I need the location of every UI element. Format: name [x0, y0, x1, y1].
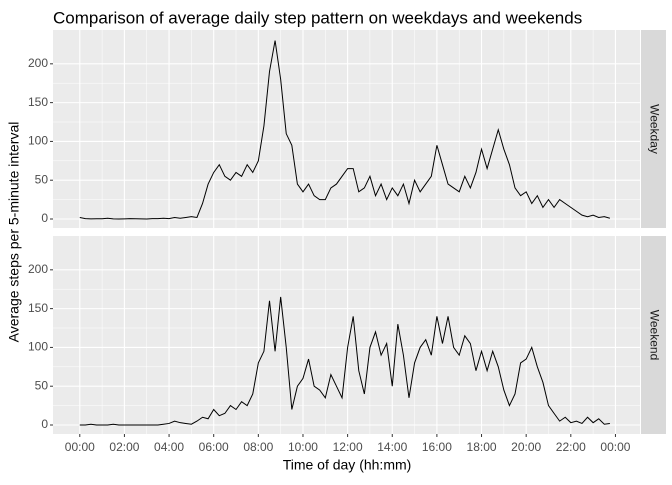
y-axis-label: Average steps per 5-minute interval: [6, 122, 22, 343]
x-tick-label: 02:00: [109, 440, 139, 454]
facet-strip: [641, 30, 666, 228]
x-tick-label: 18:00: [467, 440, 497, 454]
x-tick-label: 00:00: [65, 440, 95, 454]
data-line: [79, 40, 611, 220]
facet-label: Weekend: [647, 310, 661, 360]
y-tick-label: 200: [28, 56, 48, 70]
y-tick-label: 200: [28, 262, 48, 276]
y-tick-label: 150: [28, 95, 48, 109]
chart-title: Comparison of average daily step pattern…: [53, 8, 582, 27]
x-tick-label: 06:00: [199, 440, 229, 454]
y-tick-label: 50: [35, 378, 49, 392]
x-tick-label: 22:00: [556, 440, 586, 454]
panel-background: [53, 236, 640, 434]
data-line: [79, 296, 610, 426]
y-tick-label: 0: [41, 211, 48, 225]
x-tick-label: 12:00: [333, 440, 363, 454]
y-tick-label: 0: [41, 417, 48, 431]
facet-label: Weekday: [647, 104, 661, 154]
x-tick-label: 14:00: [377, 440, 407, 454]
x-tick-label: 20:00: [511, 440, 541, 454]
x-tick-label: 04:00: [154, 440, 184, 454]
x-tick-label: 00:00: [600, 440, 630, 454]
y-tick-label: 100: [28, 134, 48, 148]
x-axis-label: Time of day (hh:mm): [283, 457, 412, 473]
x-tick-label: 16:00: [422, 440, 452, 454]
facet-strip: [641, 236, 666, 434]
panel-background: [53, 30, 640, 228]
y-tick-label: 50: [35, 172, 49, 186]
x-tick-label: 08:00: [243, 440, 273, 454]
x-tick-label: 10:00: [288, 440, 318, 454]
y-tick-label: 150: [28, 301, 48, 315]
y-tick-label: 100: [28, 340, 48, 354]
